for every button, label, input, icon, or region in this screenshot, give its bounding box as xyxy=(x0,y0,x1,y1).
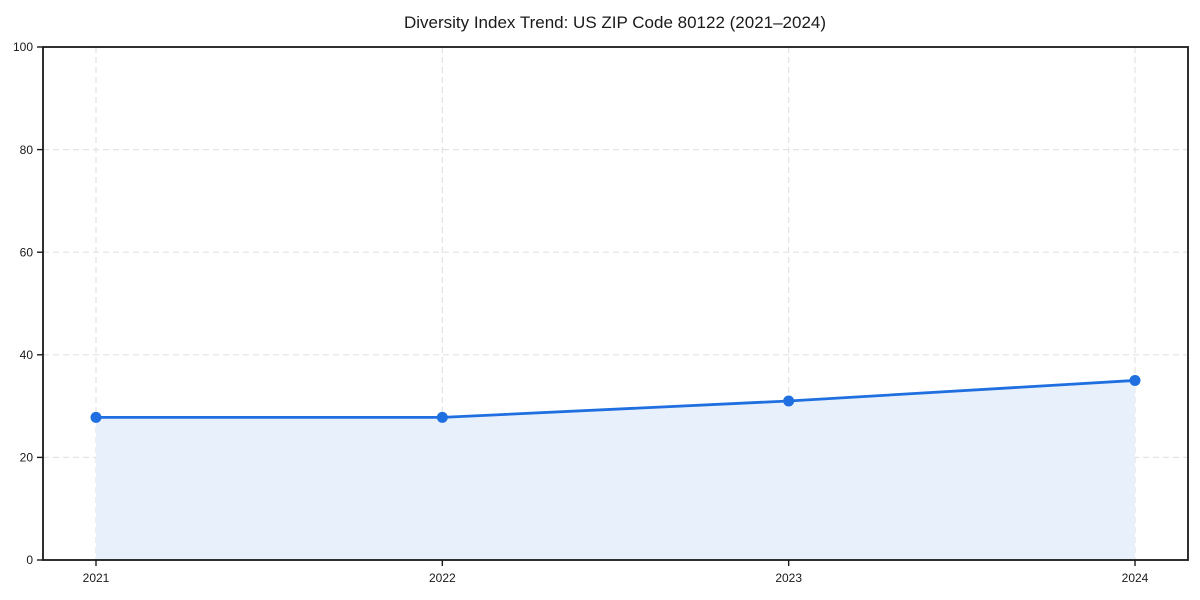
y-tick-label: 80 xyxy=(20,143,34,157)
x-tick-label: 2021 xyxy=(83,571,110,585)
series-line xyxy=(94,379,1137,419)
x-tick-label: 2023 xyxy=(775,571,802,585)
plot-area: 0 20 40 60 80 100 2021 2022 2023 2024 xyxy=(13,40,1189,585)
chart-title: Diversity Index Trend: US ZIP Code 80122… xyxy=(404,13,826,32)
y-tick-label: 100 xyxy=(13,40,33,54)
y-tick-label: 60 xyxy=(20,245,34,259)
data-point-marker xyxy=(1129,374,1141,386)
y-tick-label: 20 xyxy=(20,451,34,465)
data-point-marker xyxy=(436,411,448,423)
data-point-marker xyxy=(90,411,102,423)
data-point-marker xyxy=(783,395,795,407)
plot-border xyxy=(42,46,1189,561)
series-area-fill xyxy=(96,380,1135,560)
x-tick-label: 2024 xyxy=(1122,571,1149,585)
y-tick-label: 0 xyxy=(26,553,33,567)
x-tick-label: 2022 xyxy=(429,571,456,585)
y-tick-label: 40 xyxy=(20,348,34,362)
